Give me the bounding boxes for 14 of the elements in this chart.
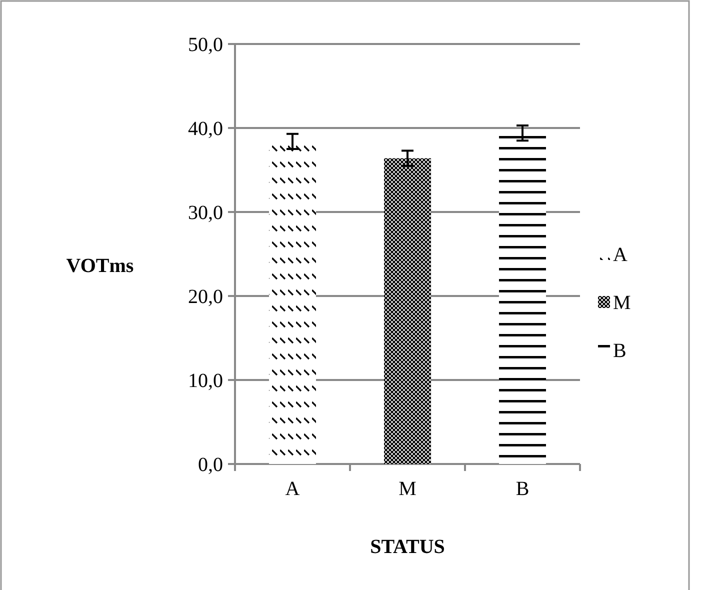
x-tick-label: M xyxy=(398,478,417,500)
y-tick-label: 50,0 xyxy=(188,34,223,56)
y-tick-label: 20,0 xyxy=(188,286,223,308)
x-tick-label: B xyxy=(516,478,530,500)
y-tick-label: 10,0 xyxy=(188,370,223,392)
y-tick-label: 0,0 xyxy=(198,454,223,476)
legend-label: A xyxy=(613,244,628,266)
legend-label: B xyxy=(613,340,626,362)
x-tick-label: A xyxy=(285,478,300,500)
y-tick-label: 40,0 xyxy=(188,118,223,140)
legend-label: M xyxy=(613,292,631,314)
y-tick-label: 30,0 xyxy=(188,202,223,224)
y-axis-title: VOTms xyxy=(66,255,134,277)
x-axis-title: STATUS xyxy=(370,536,445,558)
